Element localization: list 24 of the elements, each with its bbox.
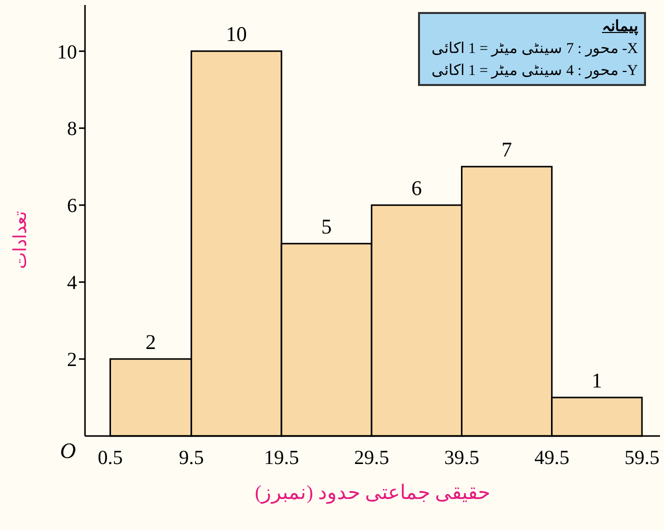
- text: O: [60, 438, 76, 464]
- y-tick-label: 10: [57, 41, 77, 64]
- y-axis-title: تعدادات: [9, 211, 31, 269]
- annotation: پیمانہ: [601, 18, 638, 38]
- x-tick-label: 19.5: [264, 447, 299, 470]
- data-label: 10: [226, 22, 247, 46]
- annotation: X- محور : 7 سینٹی میٹر = 1 اکائی: [430, 40, 638, 59]
- x-tick-label: 39.5: [444, 447, 480, 470]
- x-tick-label: 29.5: [354, 447, 390, 470]
- x-axis-title: حقیقی جماعتی حدود (نمبرز): [254, 481, 492, 505]
- y-tick-label: 8: [67, 118, 77, 140]
- x-tick-label: 59.5: [624, 447, 660, 470]
- annotation: Y- محور : 4 سینٹی میٹر = 1 اکائی: [430, 62, 638, 81]
- x-tick-label: 9.5: [178, 447, 204, 470]
- data-label: 5: [321, 214, 332, 239]
- x-tick-label: 49.5: [534, 447, 570, 470]
- x-tick-label: 0.5: [98, 447, 123, 470]
- y-tick-label: 2: [67, 349, 77, 372]
- data-label: 7: [502, 138, 512, 162]
- y-tick-label: 4: [67, 272, 77, 294]
- data-label: 6: [411, 176, 422, 200]
- data-label: 1: [592, 368, 602, 393]
- y-tick-label: 6: [67, 195, 77, 218]
- data-label: 2: [146, 330, 156, 354]
